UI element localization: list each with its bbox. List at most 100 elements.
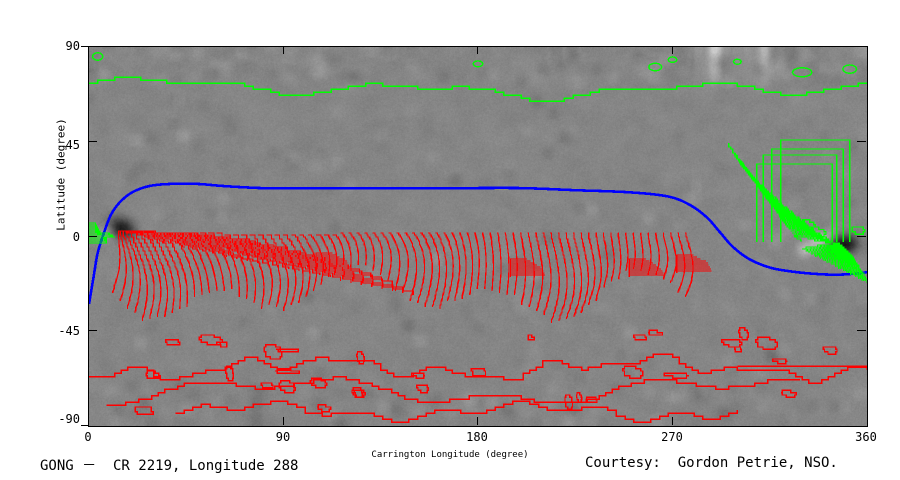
- green-polar-island: [842, 64, 858, 75]
- red-field-line-cusp: [628, 274, 664, 277]
- figure-caption-source: GONG － CR 2219, Longitude 288: [40, 458, 299, 474]
- red-open-field-line-left-fan: [119, 230, 414, 295]
- red-field-line-cusp: [509, 258, 528, 277]
- xtick-mark: [672, 417, 673, 425]
- green-polar-island: [472, 60, 484, 68]
- ytick-mark: [88, 141, 97, 142]
- green-polar-island: [647, 62, 663, 72]
- green-open-field-line: [739, 159, 837, 244]
- xtick-label-270: 270: [661, 430, 683, 444]
- ytick-label-90: 90: [65, 39, 80, 53]
- red-open-field-line: [404, 232, 418, 301]
- red-field-line-cusp: [315, 252, 333, 271]
- ytick-mark-outer: [81, 425, 88, 426]
- red-open-field-line: [131, 232, 155, 319]
- green-polar-island: [791, 66, 813, 78]
- red-open-field-line: [388, 232, 401, 291]
- south-polar-red-contour-inner: [106, 375, 800, 407]
- red-open-field-line: [443, 232, 454, 301]
- red-field-line-cusp: [509, 274, 545, 277]
- red-open-field-line: [340, 232, 352, 267]
- green-open-field-line: [730, 147, 837, 244]
- red-polar-island: [263, 343, 283, 360]
- red-polar-island: [276, 348, 299, 353]
- ytick-label-neg90: -90: [58, 412, 80, 426]
- red-open-field-line: [587, 232, 596, 305]
- red-field-line-cusp: [628, 258, 646, 277]
- green-tall-loop: [779, 139, 851, 242]
- red-open-field-line: [458, 232, 467, 299]
- x-axis-label: Carrington Longitude (degree): [371, 450, 529, 460]
- xtick-label-0: 0: [84, 430, 92, 444]
- red-field-line-cusp: [628, 270, 663, 277]
- red-open-field-line: [396, 232, 409, 293]
- red-open-field-line: [489, 232, 494, 291]
- red-open-field-line: [161, 232, 188, 307]
- red-open-field-line: [176, 232, 203, 295]
- red-polar-island: [351, 387, 366, 399]
- green-open-field-line: [794, 234, 837, 244]
- red-open-field-line: [610, 232, 615, 282]
- red-open-field-line: [112, 230, 121, 293]
- green-polar-island: [667, 56, 678, 64]
- green-open-field-line-sheaf: [836, 242, 867, 283]
- red-polar-island: [738, 327, 749, 341]
- ytick-mark: [857, 141, 866, 142]
- field-line-overlay: [89, 51, 867, 423]
- green-open-field-line: [728, 143, 837, 244]
- red-open-field-line: [126, 232, 148, 321]
- ytick-mark: [88, 236, 97, 237]
- red-open-field-line: [348, 232, 360, 265]
- south-polar-red-contour-deep: [175, 400, 739, 423]
- red-open-field-line: [241, 234, 265, 309]
- red-polar-island: [564, 394, 574, 411]
- red-open-field-line: [580, 232, 589, 313]
- xtick-mark: [477, 46, 478, 54]
- red-open-field-line: [332, 234, 345, 265]
- ytick-label-neg45: -45: [58, 324, 80, 338]
- red-open-field-line: [466, 232, 474, 295]
- red-open-field-line: [662, 232, 669, 280]
- red-open-field-line: [625, 232, 629, 271]
- green-island: [851, 226, 866, 235]
- red-polar-island: [225, 365, 234, 382]
- red-open-field-line: [372, 232, 384, 275]
- ytick-mark: [88, 330, 97, 331]
- red-polar-island: [772, 358, 788, 365]
- red-open-field-line: [184, 232, 211, 293]
- red-open-field-line: [120, 230, 134, 309]
- red-open-field-line: [474, 232, 480, 289]
- red-open-field-line: [412, 232, 426, 303]
- green-polar-island: [91, 51, 104, 62]
- xtick-mark: [283, 417, 284, 425]
- red-open-field-line: [136, 232, 162, 317]
- red-polar-island: [585, 396, 598, 403]
- xtick-label-180: 180: [466, 430, 488, 444]
- red-polar-island: [663, 372, 689, 379]
- red-open-field-line: [380, 232, 392, 281]
- red-open-field-line: [141, 232, 169, 317]
- red-polar-island: [416, 384, 430, 394]
- red-open-field-line: [119, 230, 127, 301]
- red-open-field-line: [565, 232, 576, 319]
- red-polar-island: [216, 341, 228, 348]
- red-open-field-line: [527, 232, 535, 307]
- red-polar-island: [575, 391, 583, 403]
- red-open-field-line: [512, 232, 518, 295]
- red-polar-island: [527, 334, 535, 341]
- green-field-line-left-edge: [89, 234, 114, 237]
- green-tall-loop: [762, 154, 838, 242]
- red-open-field-line: [420, 232, 433, 307]
- red-open-field-line-left-fan: [119, 230, 238, 259]
- y-axis-label: Latitude (degree): [54, 118, 68, 231]
- red-polar-island: [165, 339, 181, 346]
- red-open-field-line: [497, 232, 502, 293]
- red-open-field-line: [557, 232, 568, 321]
- red-polar-island: [780, 389, 797, 399]
- north-polar-green-contour: [89, 76, 867, 102]
- red-polar-island: [316, 403, 332, 413]
- red-open-field-line: [617, 232, 622, 280]
- red-field-line-cusp: [509, 270, 544, 277]
- green-field-line-left-edge: [89, 236, 115, 244]
